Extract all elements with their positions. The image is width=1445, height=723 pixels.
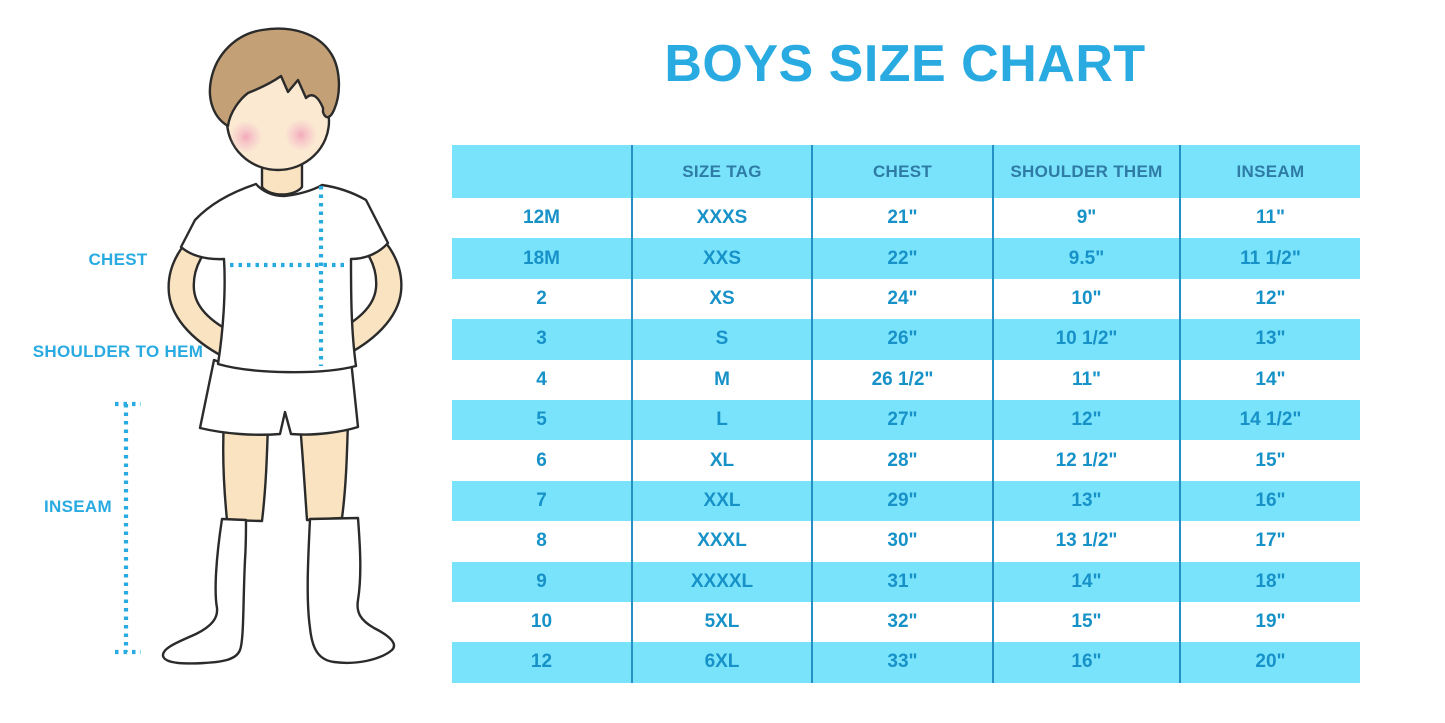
right-sock-shape — [306, 516, 396, 664]
header-cell-1: SIZE TAG — [631, 145, 812, 198]
table-cell: XL — [631, 440, 812, 481]
table-cell: 13" — [1179, 319, 1360, 360]
tshirt-shape — [179, 182, 390, 374]
table-cell: 28" — [811, 440, 993, 481]
table-cell: 14 1/2" — [1179, 399, 1360, 441]
table-cell: 24" — [811, 278, 993, 320]
table-cell: M — [631, 359, 812, 400]
table-cell: 5XL — [631, 601, 812, 643]
left-cheek-blush — [230, 121, 262, 153]
table-cell: 9.5" — [992, 238, 1180, 279]
table-cell: 3 — [536, 328, 547, 350]
table-cell: 10 1/2" — [992, 319, 1180, 360]
table-cell: 12 — [530, 651, 553, 673]
table-row: 10 5XL 32" 15" 19" — [452, 601, 1360, 643]
table-cell: 2 — [536, 287, 547, 309]
table-cell: 11 1/2" — [1179, 238, 1360, 279]
table-cell: 20" — [1179, 642, 1360, 683]
table-cell: 33" — [811, 642, 993, 683]
table-cell: 15" — [1179, 440, 1360, 481]
table-cell: XXXS — [631, 198, 812, 239]
table-cell: 16" — [1179, 480, 1360, 522]
table-cell: XXXXL — [631, 561, 812, 602]
table-cell: 14" — [1179, 359, 1360, 400]
table-cell: 29" — [811, 480, 993, 522]
table-cell: 12" — [1179, 278, 1360, 320]
table-cell: 18M — [523, 247, 560, 269]
table-cell: 12 1/2" — [992, 440, 1180, 481]
table-cell: XXL — [631, 480, 812, 522]
table-cell: 11" — [1179, 198, 1360, 239]
table-cell: 30" — [811, 521, 993, 562]
table-row: 5 L 27" 12" 14 1/2" — [452, 399, 1360, 441]
table-cell: 12M — [523, 207, 560, 229]
table-cell: 11" — [992, 359, 1180, 400]
table-cell: 27" — [811, 399, 993, 441]
table-cell: 15" — [992, 601, 1180, 643]
table-cell: 9 — [536, 570, 547, 592]
table-row: 12 6XL 33" 16" 20" — [452, 642, 1360, 683]
table-header-row: SIZE TAG CHEST SHOULDER THEM INSEAM — [452, 145, 1360, 198]
inseam-label: INSEAM — [44, 497, 112, 516]
table-cell: 21" — [811, 198, 993, 239]
table-cell: 31" — [811, 561, 993, 602]
page-title: BOYS SIZE CHART — [664, 35, 1146, 93]
table-cell: XXXL — [631, 521, 812, 562]
boy-figure-illustration: CHEST SHOULDER TO HEM INSEAM — [0, 0, 450, 723]
table-cell: 9" — [992, 198, 1180, 239]
table-cell: L — [631, 399, 812, 441]
table-cell: 22" — [811, 238, 993, 279]
table-cell: 17" — [1179, 521, 1360, 562]
right-cheek-blush — [285, 119, 317, 151]
table-cell: 14" — [992, 561, 1180, 602]
table-cell: 26" — [811, 319, 993, 360]
hair-shape — [208, 27, 341, 128]
size-table: SIZE TAG CHEST SHOULDER THEM INSEAM 12M XXXS… — [452, 145, 1360, 683]
table-cell: XXS — [631, 238, 812, 279]
table-row: 4 M 26 1/2" 11" 14" — [452, 359, 1360, 400]
table-row: 18M XXS 22" 9.5" 11 1/2" — [452, 238, 1360, 279]
table-cell: 10 — [530, 611, 553, 633]
header-cell-0 — [452, 145, 632, 198]
table-cell: 10" — [992, 278, 1180, 320]
header-cell-4: INSEAM — [1179, 145, 1360, 198]
table-row: 8 XXXL 30" 13 1/2" 17" — [452, 521, 1360, 562]
table-row: 3 S 26" 10 1/2" 13" — [452, 319, 1360, 360]
table-cell: 13" — [992, 480, 1180, 522]
table-cell: 6 — [536, 449, 547, 471]
table-cell: 7 — [536, 489, 547, 511]
header-cell-3: SHOULDER THEM — [992, 145, 1180, 198]
table-row: 6 XL 28" 12 1/2" 15" — [452, 440, 1360, 481]
table-cell: 32" — [811, 601, 993, 643]
table-body: 12M XXXS 21" 9" 11" 18M XXS 22" 9.5" 11 1/2" 2 XS 24… — [452, 198, 1360, 683]
table-cell: 6XL — [631, 642, 812, 683]
table-row: 2 XS 24" 10" 12" — [452, 278, 1360, 320]
table-cell: 4 — [536, 368, 547, 390]
boy-figure-drawing — [115, 27, 403, 665]
table-cell: 18" — [1179, 561, 1360, 602]
shoulder-to-hem-label: SHOULDER TO HEM — [32, 342, 204, 361]
table-cell: S — [631, 319, 812, 360]
table-cell: 13 1/2" — [992, 521, 1180, 562]
table-cell: XS — [631, 278, 812, 320]
table-cell: 5 — [536, 409, 547, 431]
table-cell: 19" — [1179, 601, 1360, 643]
table-cell: 8 — [536, 530, 547, 552]
table-row: 12M XXXS 21" 9" 11" — [452, 198, 1360, 239]
table-cell: 26 1/2" — [811, 359, 993, 400]
table-cell: 16" — [992, 642, 1180, 683]
chest-label: CHEST — [88, 250, 148, 269]
header-cell-2: CHEST — [811, 145, 993, 198]
left-sock-shape — [161, 517, 248, 665]
table-row: 9 XXXXL 31" 14" 18" — [452, 561, 1360, 602]
table-row: 7 XXL 29" 13" 16" — [452, 480, 1360, 522]
table-cell: 12" — [992, 399, 1180, 441]
